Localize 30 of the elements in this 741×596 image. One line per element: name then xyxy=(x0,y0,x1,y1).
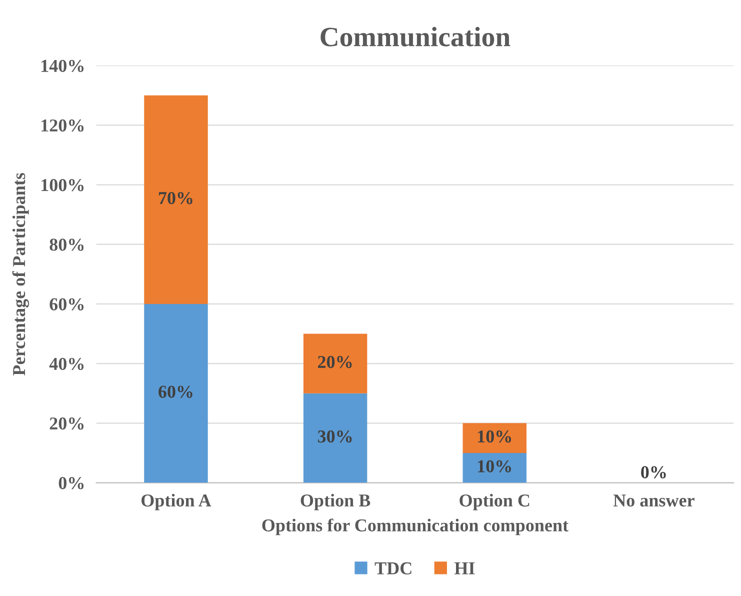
bar xyxy=(303,334,368,394)
y-tick-label: 100% xyxy=(42,179,84,192)
x-tick-label: Option A xyxy=(142,494,212,510)
chart-title: Communication xyxy=(320,26,510,46)
data-label: 20% xyxy=(318,356,352,368)
y-tick-label: 60% xyxy=(50,298,84,310)
y-tick-label: 80% xyxy=(50,238,84,251)
data-label: 70% xyxy=(158,192,192,204)
legend-label: TDC xyxy=(374,562,412,574)
bar xyxy=(144,95,208,304)
y-axis-title: Percentage of Participants xyxy=(12,172,29,376)
y-tick-label: 120% xyxy=(42,119,84,132)
bar xyxy=(144,304,208,483)
data-label: 30% xyxy=(318,430,352,443)
legend-label: HI xyxy=(454,562,475,574)
x-tick-label: Option C xyxy=(460,494,530,510)
data-label: 0% xyxy=(641,466,666,478)
y-tick-label: 0% xyxy=(58,477,84,490)
x-axis-title: Options for Communication component xyxy=(262,518,568,536)
y-tick-label: 20% xyxy=(50,417,84,430)
bar xyxy=(462,423,526,453)
data-label: 10% xyxy=(478,460,511,472)
x-tick-label: No answer xyxy=(613,494,694,507)
x-tick-label: Option B xyxy=(300,494,370,510)
y-tick-label: 40% xyxy=(49,358,84,370)
bar xyxy=(462,452,526,483)
data-label: 10% xyxy=(478,430,511,443)
bar xyxy=(303,393,368,483)
data-label: 60% xyxy=(158,386,192,398)
y-tick-label: 140% xyxy=(42,60,84,72)
